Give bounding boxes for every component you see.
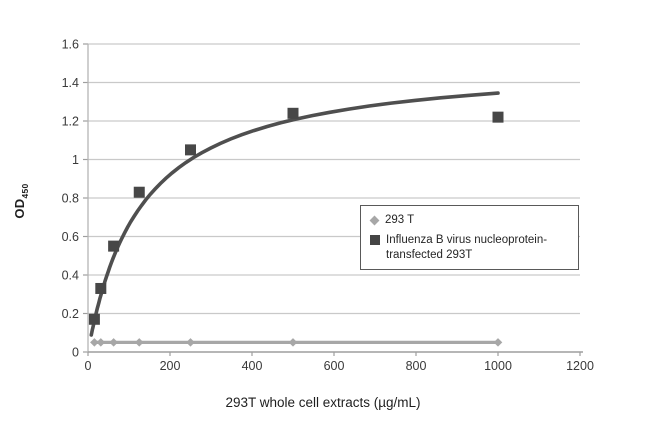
y-tick-label: 1 (72, 153, 79, 167)
marker-square (492, 111, 504, 123)
x-axis-title: 293T whole cell extracts (µg/mL) (225, 395, 421, 410)
marker-diamond (90, 338, 99, 347)
x-tick-label: 800 (406, 359, 427, 373)
marker-square (287, 107, 299, 119)
x-tick-label: 1200 (566, 359, 594, 373)
marker-square (108, 240, 120, 252)
x-tick-label: 200 (160, 359, 181, 373)
y-tick-label: 0 (72, 346, 79, 360)
marker-diamond (134, 338, 144, 347)
y-tick-label: 1.2 (62, 115, 79, 129)
legend-label-293t: 293 T (385, 214, 415, 226)
diamond-marker-icon (369, 215, 380, 226)
marker-diamond (186, 338, 195, 347)
marker-diamond (96, 338, 106, 347)
legend-item-293t: 293 T (369, 213, 573, 228)
marker-diamond (288, 338, 298, 347)
y-axis-title: OD450 (12, 183, 30, 218)
marker-square (95, 282, 107, 294)
marker-diamond (109, 338, 118, 347)
x-tick-label: 400 (242, 359, 263, 373)
square-marker-icon (370, 235, 380, 245)
legend-item-influenza: Influenza B virus nucleoprotein-transfec… (370, 233, 573, 263)
marker-square (133, 186, 145, 198)
y-tick-label: 0.4 (62, 269, 79, 283)
x-tick-label: 600 (324, 359, 345, 373)
marker-square (185, 144, 196, 156)
y-tick-label: 1.4 (62, 76, 79, 90)
x-tick-label: 1000 (484, 359, 512, 373)
marker-square (88, 313, 100, 325)
y-tick-label: 0.2 (62, 307, 79, 321)
legend: 293 T Influenza B virus nucleoprotein-tr… (360, 205, 579, 270)
y-tick-label: 1.6 (62, 38, 79, 52)
x-tick-label: 0 (85, 359, 92, 373)
legend-label-influenza: Influenza B virus nucleoprotein-transfec… (386, 234, 548, 261)
marker-diamond (493, 338, 503, 347)
y-tick-label: 0.8 (62, 192, 79, 206)
y-axis-title-sub: 450 (19, 183, 30, 199)
y-axis-title-main: OD (12, 198, 28, 219)
y-tick-label: 0.6 (62, 230, 79, 244)
